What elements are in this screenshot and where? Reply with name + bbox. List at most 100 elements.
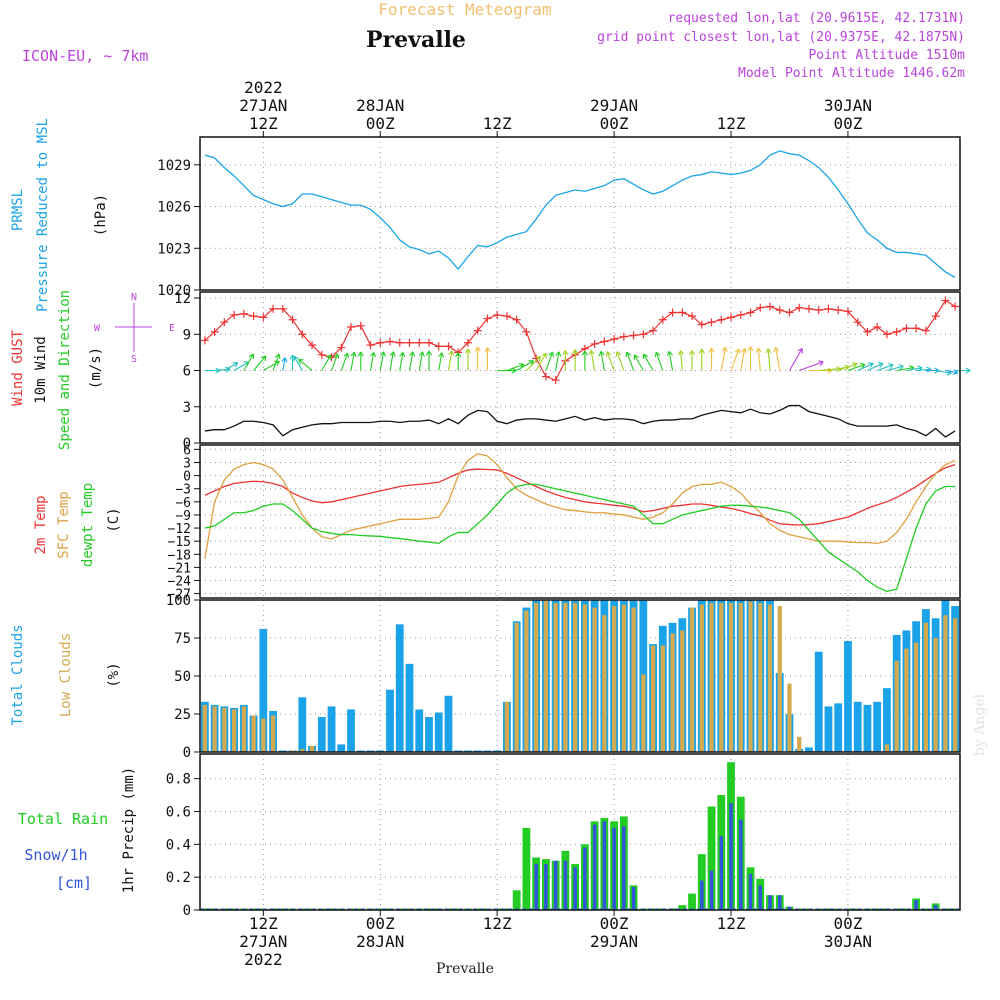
- time-label-top: 28JAN: [356, 96, 404, 115]
- time-label-top: 2022: [244, 78, 283, 97]
- gust-marker: [639, 330, 648, 339]
- ytick-label: 1029: [157, 158, 191, 174]
- gust-marker: [386, 337, 394, 346]
- wind-arrow: [935, 369, 952, 374]
- wind-speed-line: [204, 404, 956, 438]
- snow-bar: [709, 870, 714, 910]
- ytick-label: 12: [174, 291, 191, 307]
- panel-frame: [199, 599, 961, 753]
- panel-frame: [199, 136, 961, 291]
- ytick-label: −6: [175, 496, 191, 511]
- low-cloud-bar: [504, 701, 510, 752]
- total-cloud-bar: [405, 663, 414, 752]
- wind-arrow: [655, 352, 664, 371]
- low-cloud-bar: [270, 715, 276, 752]
- wind-arrow: [438, 352, 443, 371]
- snow-bar: [622, 826, 626, 910]
- gust-marker: [843, 307, 852, 316]
- cloud-unit: (%): [106, 662, 122, 687]
- wind-arrow: [224, 362, 239, 371]
- gust-marker: [736, 310, 745, 319]
- gust-marker: [298, 330, 307, 339]
- wind-arrow-head: [409, 351, 416, 357]
- time-label-bottom: 12Z: [717, 914, 746, 933]
- ytick-label: 1020: [157, 283, 191, 299]
- temp-ylabels: 2m Temp SFC Temp dewpt Temp (C): [33, 483, 122, 567]
- wind-arrow-head: [548, 351, 555, 358]
- snow-bar: [758, 885, 763, 910]
- wind-arrow-head: [877, 362, 884, 368]
- ytick-label: −3: [175, 483, 191, 498]
- wind-arrow: [535, 352, 547, 371]
- low-cloud-bar: [680, 630, 685, 752]
- ytick-label: −18: [168, 548, 191, 563]
- snow-bar: [768, 895, 772, 910]
- gust-marker: [951, 302, 960, 311]
- wind-arrow: [516, 360, 534, 371]
- low-cloud-bar: [767, 604, 773, 752]
- low-cloud-bar: [728, 603, 734, 752]
- low-cloud-bar: [563, 603, 568, 752]
- wind-arrow-head: [274, 353, 281, 360]
- wind-arrow: [369, 352, 375, 371]
- gust-marker: [590, 339, 599, 348]
- gust-marker: [629, 331, 638, 340]
- wind-arrow: [616, 351, 625, 371]
- gust-marker: [356, 321, 365, 330]
- rain-bar: [707, 806, 716, 910]
- ytick-label: 75: [174, 631, 191, 647]
- rain-bar: [512, 890, 521, 910]
- low-cloud-bar: [933, 638, 938, 752]
- gust-marker: [717, 315, 726, 324]
- wind-arrow: [680, 350, 683, 371]
- gust-marker: [317, 350, 326, 359]
- low-cloud-bar: [952, 618, 958, 752]
- total-clouds-label: Total Clouds: [10, 624, 26, 725]
- model-label: ICON-EU, ~ 7km: [22, 47, 148, 65]
- total-cloud-bar: [386, 689, 394, 752]
- wind-arrow: [506, 363, 525, 372]
- wind-arrow: [857, 362, 874, 372]
- wind-arrow: [526, 355, 541, 371]
- wind-arrow-head: [689, 350, 696, 356]
- low-cloud-bar: [660, 645, 665, 752]
- gust-marker: [512, 315, 521, 324]
- ytick-label: 50: [174, 669, 191, 685]
- low-cloud-bar: [251, 715, 256, 752]
- gust-marker: [551, 376, 560, 385]
- total-cloud-bar: [883, 688, 891, 752]
- wind-arrow: [282, 357, 286, 371]
- total-cloud-bar: [814, 651, 823, 752]
- snow-bar: [573, 867, 577, 910]
- wind-arrow: [906, 367, 923, 372]
- compass-s: S: [131, 354, 137, 365]
- gust-marker: [288, 315, 297, 324]
- gust-marker: [210, 327, 219, 336]
- wind-arrow: [408, 351, 414, 371]
- wind-arrow-head: [248, 353, 254, 360]
- snow-bar: [719, 836, 724, 910]
- precip-legend-rain: Total Rain: [18, 810, 108, 828]
- time-label-bottom: 29JAN: [590, 932, 638, 951]
- low-cloud-bar: [543, 600, 549, 752]
- gust-marker: [541, 372, 550, 381]
- wind-arrow: [886, 365, 904, 372]
- rain-bar: [522, 827, 531, 910]
- gust-marker: [376, 338, 385, 347]
- precip-legend-unit: [cm]: [56, 874, 92, 892]
- gust-marker: [463, 338, 472, 347]
- gust-marker: [941, 296, 950, 305]
- ytick-label: 0: [183, 470, 191, 485]
- sfc-temp-label: SFC Temp: [56, 491, 72, 558]
- time-label-top: 00Z: [833, 114, 862, 133]
- low-cloud-bar: [572, 603, 578, 752]
- wind-arrow-head: [455, 352, 462, 358]
- pressure-ylabels: PRMSL Pressure Reduced to MSL (hPa): [10, 118, 109, 312]
- gust-marker: [405, 338, 414, 347]
- wind-arrow-head: [399, 351, 406, 358]
- precip-ylabels: 1hr Precip (mm) Total Rain Snow/1h [cm]: [18, 767, 137, 893]
- wind-arrow-head: [677, 350, 684, 356]
- total-cloud-bar: [327, 706, 336, 752]
- wind-arrow: [643, 353, 654, 371]
- wind-arrow-head: [965, 367, 971, 374]
